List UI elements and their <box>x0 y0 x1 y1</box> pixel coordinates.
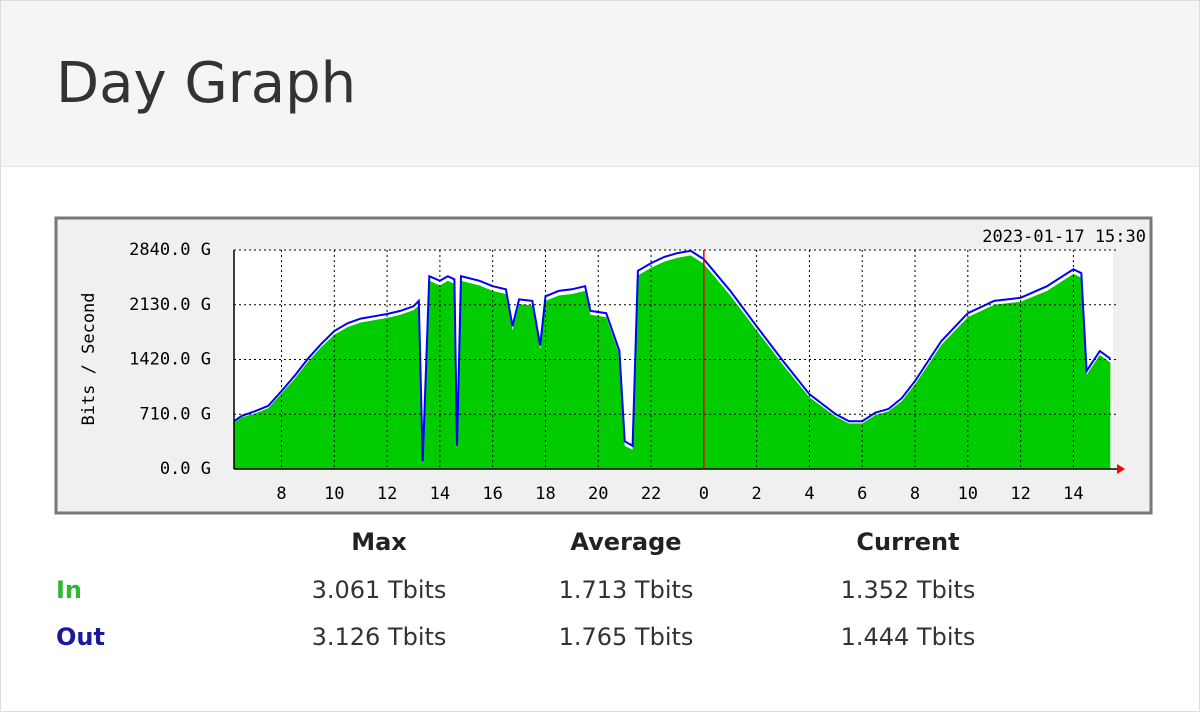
x-tick-label: 12 <box>377 484 397 504</box>
row-label: In <box>56 576 82 604</box>
column-header: Average <box>570 528 681 556</box>
x-tick-label: 18 <box>535 484 555 504</box>
row-label: Out <box>56 623 105 651</box>
x-tick-label: 22 <box>641 484 661 504</box>
column-header: Max <box>351 528 407 556</box>
x-tick-label: 8 <box>910 484 920 504</box>
x-tick-label: 12 <box>1010 484 1030 504</box>
stat-value: 3.061 Tbits <box>312 576 447 604</box>
x-tick-label: 14 <box>430 484 450 504</box>
x-tick-label: 2 <box>752 484 762 504</box>
x-tick-label: 0 <box>699 484 709 504</box>
axis-arrow <box>1117 464 1125 474</box>
x-tick-label: 10 <box>324 484 344 504</box>
stat-value: 1.352 Tbits <box>841 576 976 604</box>
y-tick-label: 710.0 G <box>139 404 211 424</box>
panel-header: Day Graph <box>1 1 1199 167</box>
x-tick-label: 4 <box>804 484 814 504</box>
y-tick-label: 2840.0 G <box>129 240 211 260</box>
x-tick-label: 10 <box>958 484 978 504</box>
y-tick-label: 2130.0 G <box>129 295 211 315</box>
y-tick-label: 0.0 G <box>160 459 211 479</box>
chart: 2023-01-17 15:30 Bits / Second 0.0 G 710.… <box>54 216 1153 651</box>
stat-value: 1.765 Tbits <box>559 623 694 651</box>
x-tick-label: 8 <box>276 484 286 504</box>
in-area <box>234 255 1111 469</box>
y-axis-label: Bits / Second <box>79 292 99 425</box>
timestamp: 2023-01-17 15:30 <box>982 227 1146 247</box>
stat-value: 1.444 Tbits <box>841 623 976 651</box>
column-header: Current <box>856 528 959 556</box>
stat-value: 3.126 Tbits <box>312 623 447 651</box>
x-tick-label: 14 <box>1063 484 1083 504</box>
stat-value: 1.713 Tbits <box>559 576 694 604</box>
panel-title: Day Graph <box>56 51 357 116</box>
x-tick-label: 6 <box>857 484 867 504</box>
y-tick-label: 1420.0 G <box>129 350 211 370</box>
x-tick-label: 16 <box>482 484 502 504</box>
x-tick-label: 20 <box>588 484 608 504</box>
